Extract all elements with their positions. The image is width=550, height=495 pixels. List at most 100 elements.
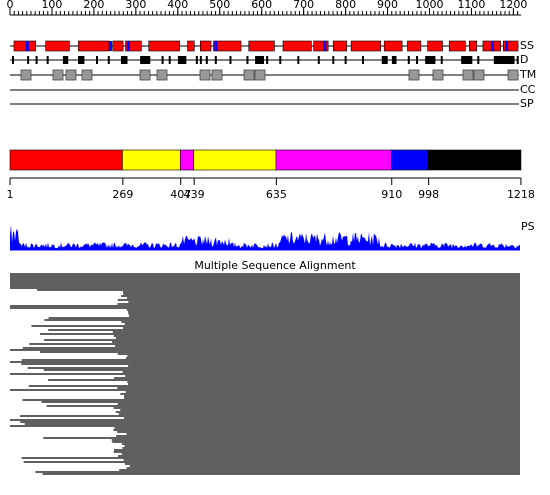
disorder xyxy=(467,56,470,64)
helix xyxy=(407,40,422,52)
helix xyxy=(248,40,275,52)
disorder xyxy=(407,56,410,64)
ruler-tick-label: 300 xyxy=(125,0,146,11)
strand xyxy=(25,41,29,51)
strand xyxy=(214,41,218,51)
disorder xyxy=(362,56,365,64)
ruler-tick-label: 600 xyxy=(251,0,272,11)
disorder xyxy=(317,56,320,64)
domain-segment xyxy=(193,149,277,171)
profile xyxy=(10,224,520,250)
domain-segment xyxy=(391,149,429,171)
tm-segment xyxy=(52,69,64,81)
disorder xyxy=(177,56,187,64)
track-label: SS xyxy=(520,39,534,52)
disorder xyxy=(477,56,480,64)
disorder xyxy=(214,56,217,64)
tm-segment xyxy=(139,69,151,81)
ruler-tick-label: 500 xyxy=(209,0,230,11)
tm-segment xyxy=(65,69,77,81)
disorder xyxy=(229,56,232,64)
disorder xyxy=(297,56,300,64)
disorder xyxy=(46,56,49,64)
tm-segment xyxy=(473,69,485,81)
ruler-tick-label: 700 xyxy=(293,0,314,11)
track-label: D xyxy=(520,53,528,66)
ruler-tick-label: 800 xyxy=(335,0,356,11)
boundary-label: 1218 xyxy=(507,188,535,201)
ruler-tick-label: 400 xyxy=(167,0,188,11)
disorder xyxy=(62,56,69,64)
boundary-label: 439 xyxy=(184,188,205,201)
tm-segment xyxy=(432,69,444,81)
helix xyxy=(468,40,478,52)
tm-segment xyxy=(156,69,168,81)
helix xyxy=(187,40,195,52)
helix xyxy=(125,40,142,52)
helix xyxy=(350,40,381,52)
alignment-title: Multiple Sequence Alignment xyxy=(194,259,356,272)
strand xyxy=(490,41,494,51)
helix xyxy=(427,40,443,52)
tm-segment xyxy=(408,69,420,81)
helix xyxy=(282,40,312,52)
tm-segment xyxy=(211,69,223,81)
disorder xyxy=(27,56,30,64)
strand xyxy=(505,41,509,51)
profile-label: PS xyxy=(521,220,535,233)
ruler-tick-label: 1000 xyxy=(416,0,444,11)
disorder xyxy=(96,56,99,64)
disorder xyxy=(266,56,269,64)
strand xyxy=(126,41,130,51)
disorder xyxy=(279,56,282,64)
tm-segment xyxy=(507,69,519,81)
disorder xyxy=(516,56,519,64)
disorder xyxy=(461,56,473,64)
disorder xyxy=(161,56,164,64)
helix xyxy=(112,40,124,52)
disorder xyxy=(416,56,419,64)
disorder xyxy=(120,56,128,64)
domain-segment xyxy=(180,149,195,171)
helix xyxy=(213,40,242,52)
tm-segment xyxy=(462,69,474,81)
helix xyxy=(332,40,347,52)
disorder xyxy=(246,56,249,64)
tm-segment xyxy=(254,69,266,81)
helix xyxy=(78,40,110,52)
disorder xyxy=(425,56,436,64)
disorder xyxy=(168,56,171,64)
disorder xyxy=(78,56,85,64)
boundary-label: 910 xyxy=(381,188,402,201)
boundary-label: 998 xyxy=(418,188,439,201)
disorder xyxy=(199,56,202,64)
tm-segment xyxy=(81,69,93,81)
disorder xyxy=(107,56,110,64)
disorder xyxy=(504,56,515,64)
boundary-label: 407 xyxy=(170,188,191,201)
disorder xyxy=(381,56,388,64)
helix xyxy=(313,40,329,52)
ruler-tick-label: 900 xyxy=(377,0,398,11)
disorder xyxy=(195,56,198,64)
ruler-tick-label: 0 xyxy=(7,0,14,11)
boundary-label: 635 xyxy=(266,188,287,201)
track-label: CC xyxy=(520,83,536,96)
helix xyxy=(383,40,403,52)
helix xyxy=(45,40,70,52)
disorder xyxy=(440,56,443,64)
strand xyxy=(323,41,327,51)
tm-segment xyxy=(20,69,32,81)
track-label: TM xyxy=(519,68,536,81)
disorder xyxy=(12,56,14,64)
disorder xyxy=(205,56,208,64)
disorder xyxy=(391,56,397,64)
ruler-tick-label: 100 xyxy=(41,0,62,11)
ruler-tick-label: 200 xyxy=(83,0,104,11)
domain-segment xyxy=(275,149,393,171)
helix xyxy=(148,40,180,52)
helix xyxy=(13,40,37,52)
ruler-tick-label: 1100 xyxy=(457,0,485,11)
boundary-label: 1 xyxy=(7,188,14,201)
domain-segment xyxy=(122,149,182,171)
